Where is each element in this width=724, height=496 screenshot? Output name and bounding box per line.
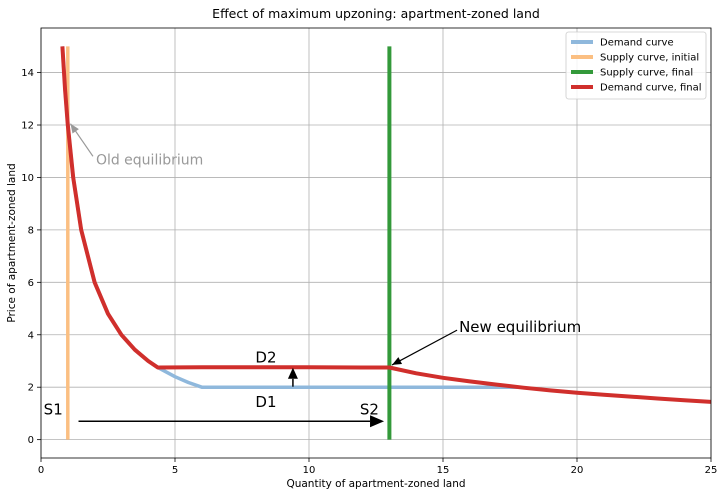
annotation-layer: Old equilibrium New equilibrium D2 D1 S1 S2	[44, 123, 581, 428]
x-axis-label: Quantity of apartment-zoned land	[286, 478, 465, 490]
annotation-s2: S2	[360, 401, 379, 419]
x-tick-label: 0	[38, 465, 44, 476]
annotation-arrow	[391, 329, 458, 366]
tick-layer: 0 5 10 15 20 25 0 2 4 6 8 10 12 14	[21, 68, 717, 476]
y-tick-label: 14	[21, 68, 34, 79]
supply-shift-arrowhead	[370, 415, 385, 428]
legend-label: Demand curve, final	[600, 83, 702, 94]
y-tick-label: 12	[21, 121, 34, 132]
series-layer	[60, 46, 711, 440]
x-tick-label: 15	[437, 465, 450, 476]
legend-label: Demand curve	[600, 38, 674, 49]
legend-box	[565, 31, 707, 100]
annotation-s1: S1	[44, 401, 63, 419]
x-tick-label: 25	[705, 465, 718, 476]
x-tick-label: 10	[303, 465, 316, 476]
annotation-d1: D1	[255, 393, 276, 411]
annotation-arrowhead	[392, 357, 403, 365]
chart-title: Effect of maximum upzoning: apartment-zo…	[212, 6, 540, 21]
legend-label: Supply curve, final	[600, 68, 693, 79]
demand-shift-arrowhead	[287, 367, 298, 379]
y-tick-label: 8	[28, 225, 34, 236]
annotation-d2: D2	[255, 348, 276, 366]
y-tick-label: 2	[28, 383, 34, 394]
y-tick-label: 10	[21, 173, 34, 184]
annotation-old-equilibrium: Old equilibrium	[96, 152, 203, 168]
annotation-new-equilibrium: New equilibrium	[459, 318, 581, 336]
series-line-demand-curve	[60, 46, 521, 389]
legend-label: Supply curve, initial	[600, 53, 699, 64]
legend: Demand curve Supply curve, initial Supply …	[565, 31, 707, 100]
plot-frame	[40, 27, 712, 459]
y-tick-label: 6	[28, 278, 34, 289]
y-axis-label: Price of apartment-zoned land	[6, 163, 18, 322]
y-tick-label: 4	[28, 330, 34, 341]
annotation-arrowhead	[70, 123, 79, 134]
x-tick-label: 20	[571, 465, 584, 476]
y-tick-label: 0	[28, 435, 34, 446]
series-line-demand-curve-final	[60, 46, 711, 404]
x-tick-label: 5	[172, 465, 178, 476]
